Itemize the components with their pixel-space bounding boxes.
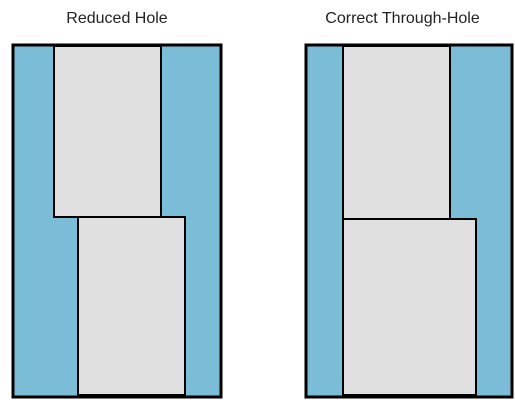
panel-title-correct-through-hole: Correct Through-Hole	[325, 10, 480, 27]
panel-correct-through-hole	[304, 43, 514, 399]
lower-hole	[77, 216, 186, 396]
upper-hole	[53, 45, 162, 218]
panel-reduced-hole	[11, 43, 223, 399]
upper-hole	[342, 45, 451, 220]
lower-hole	[342, 218, 477, 396]
panel-title-reduced-hole: Reduced Hole	[66, 10, 168, 27]
